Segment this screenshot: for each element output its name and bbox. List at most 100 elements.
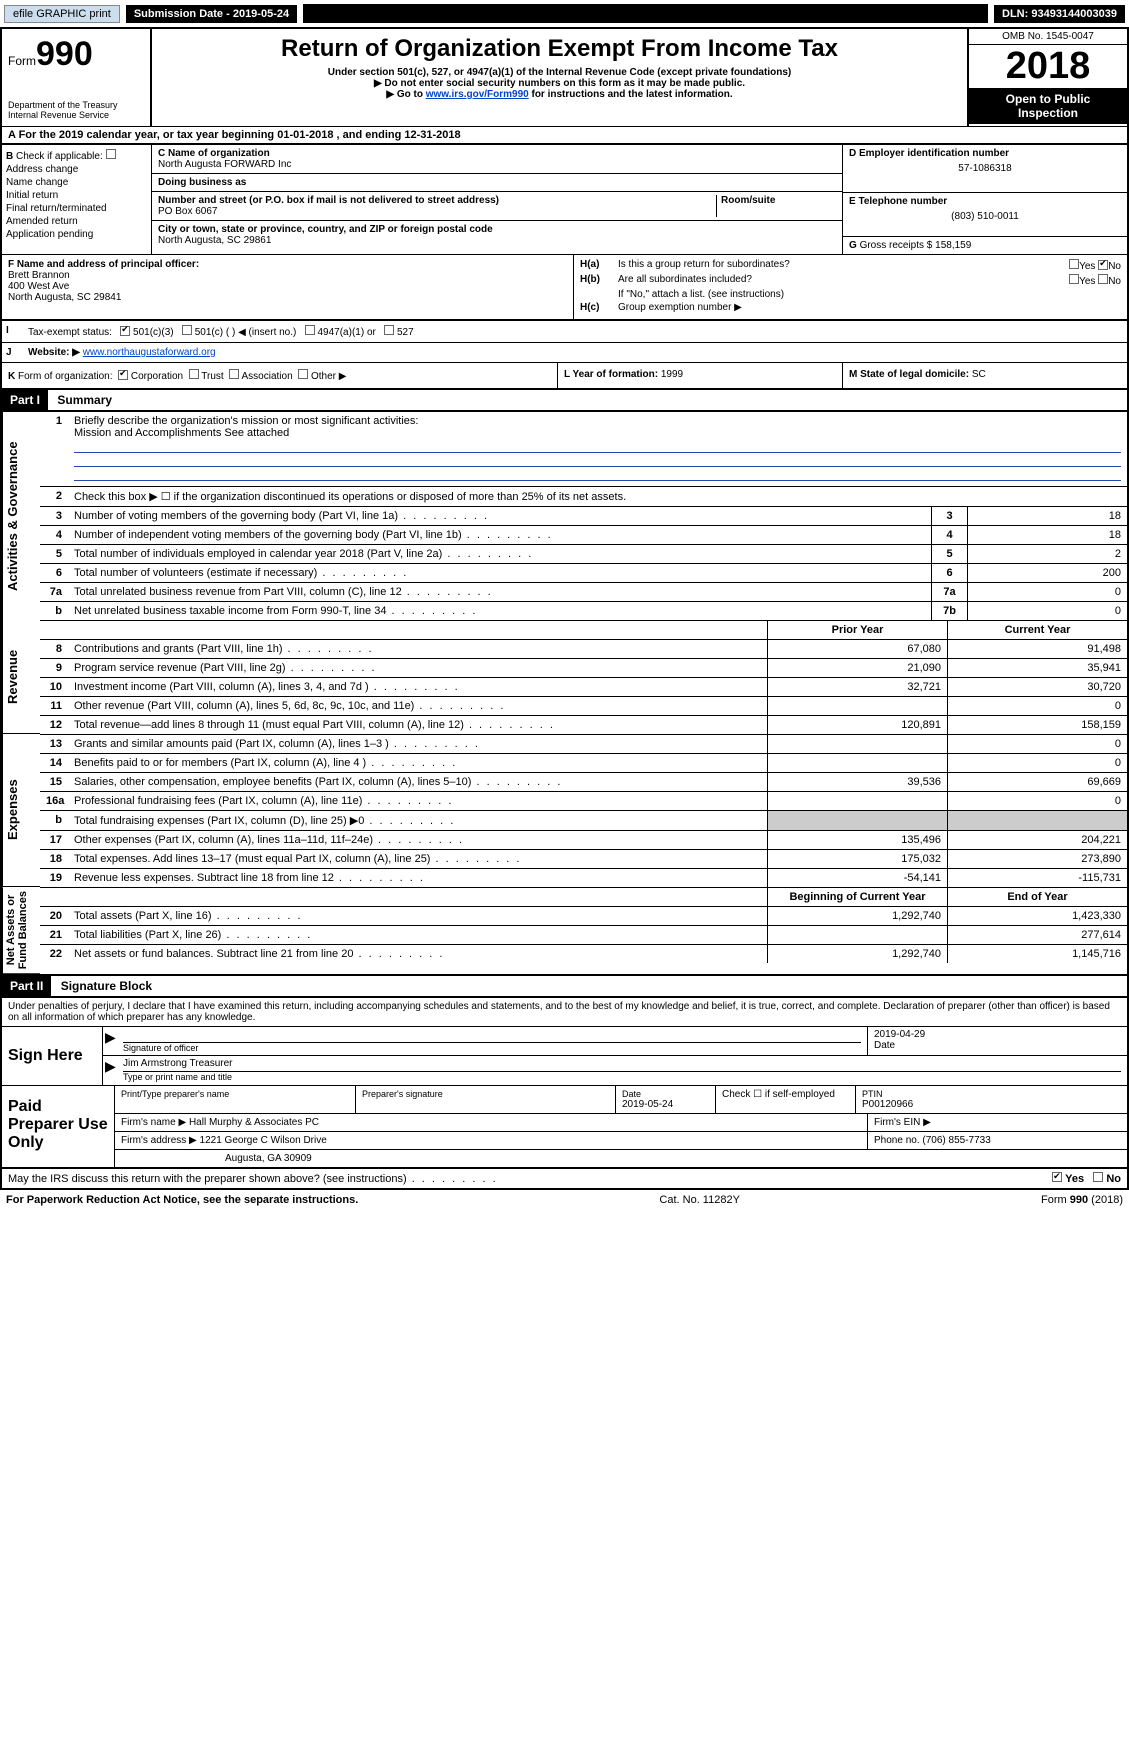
i-text: Tax-exempt status: [28, 327, 112, 338]
prep-selfemp-cell: Check ☐ if self-employed [715, 1086, 855, 1113]
website-link[interactable]: www.northaugustaforward.org [83, 347, 216, 358]
chk-label: Address change [6, 164, 78, 175]
subtitle-3-post: for instructions and the latest informat… [529, 89, 733, 100]
irs-link[interactable]: www.irs.gov/Form990 [426, 89, 529, 100]
g-label: G [849, 240, 857, 251]
revenue-rows: Prior Year Current Year 8Contributions a… [40, 620, 1127, 734]
vlabel-revenue: Revenue [2, 620, 40, 734]
checkbox-icon[interactable] [384, 325, 394, 335]
h-b-text: Are all subordinates included? [618, 274, 752, 285]
summary-table: Activities & Governance 1 Briefly descri… [0, 412, 1129, 976]
vlabel-expenses: Expenses [2, 734, 40, 887]
row-text: Briefly describe the organization's miss… [68, 412, 1127, 486]
sig-officer-line[interactable] [123, 1029, 861, 1043]
opt-trust: Trust [201, 371, 223, 382]
row-text: Benefits paid to or for members (Part IX… [68, 754, 767, 772]
firm-name-label: Firm's name ▶ [121, 1117, 186, 1128]
subtitle-2: ▶ Do not enter social security numbers o… [162, 78, 957, 89]
checkbox-icon[interactable] [1069, 259, 1079, 269]
row-text: Total number of individuals employed in … [68, 545, 931, 563]
chk-label: Initial return [6, 190, 58, 201]
checkbox-icon[interactable] [1069, 274, 1079, 284]
department-label: Department of the Treasury Internal Reve… [8, 100, 144, 120]
h-b-label: H(b) [580, 274, 612, 285]
twocol-row: 13Grants and similar amounts paid (Part … [40, 734, 1127, 753]
prior-year-value [767, 926, 947, 944]
f-name: Brett Brannon [8, 270, 567, 281]
checkbox-icon[interactable] [229, 369, 239, 379]
sig-name-title-label: Type or print name and title [123, 1072, 1121, 1082]
street-value: PO Box 6067 [158, 206, 716, 217]
row-num: 5 [40, 545, 68, 563]
h-a-label: H(a) [580, 259, 612, 270]
checkbox-icon[interactable] [189, 369, 199, 379]
ptin-label: PTIN [862, 1089, 1121, 1099]
checkbox-icon[interactable] [106, 149, 116, 159]
penalty-statement: Under penalties of perjury, I declare th… [2, 998, 1127, 1026]
col-b-checkboxes: B Check if applicable: Address change Na… [2, 145, 152, 254]
row-num: 10 [40, 678, 68, 696]
row-num: 14 [40, 754, 68, 772]
sumrow: 5Total number of individuals employed in… [40, 544, 1127, 563]
checkbox-checked-icon[interactable] [118, 370, 128, 380]
dba-label: Doing business as [158, 177, 836, 188]
part-2-header: Part II Signature Block [0, 976, 1129, 998]
g-text: Gross receipts $ [860, 240, 933, 251]
row-value: 2 [967, 545, 1127, 563]
sign-here-fields: ▶ Signature of officer 2019-04-29 Date ▶… [102, 1026, 1127, 1085]
efile-graphic-print-button[interactable]: efile GRAPHIC print [4, 5, 120, 23]
checkbox-icon[interactable] [1098, 274, 1108, 284]
current-year-value: 91,498 [947, 640, 1127, 658]
row-a-calendar-year: A For the 2019 calendar year, or tax yea… [0, 126, 1129, 143]
title-cell: Return of Organization Exempt From Incom… [152, 29, 967, 126]
twocol-row: 22Net assets or fund balances. Subtract … [40, 944, 1127, 963]
checkbox-checked-icon[interactable] [1098, 260, 1108, 270]
checkbox-checked-icon[interactable] [1052, 1172, 1062, 1182]
h-b-yesno: Yes No [1069, 274, 1121, 287]
row-num: 2 [40, 487, 68, 506]
paid-preparer-label: Paid Preparer Use Only [2, 1086, 114, 1167]
checkbox-icon[interactable] [298, 369, 308, 379]
prior-year-value [767, 792, 947, 810]
current-year-value: 1,145,716 [947, 945, 1127, 963]
checkbox-icon[interactable] [182, 325, 192, 335]
row-a-begin: 01-01-2018 [277, 129, 333, 141]
row-num: 16a [40, 792, 68, 810]
chk-label: Final return/terminated [6, 203, 107, 214]
k-text: Form of organization: [18, 371, 113, 382]
checkbox-icon[interactable] [1093, 1172, 1103, 1182]
checkbox-icon[interactable] [305, 325, 315, 335]
current-year-value: 69,669 [947, 773, 1127, 791]
prep-sig-cell: Preparer's signature [355, 1086, 615, 1113]
checkbox-checked-icon[interactable] [120, 326, 130, 336]
ein-value: 57-1086318 [849, 163, 1121, 174]
sig-name-title-value: Jim Armstrong Treasurer [123, 1058, 1121, 1072]
current-year-value: 0 [947, 754, 1127, 772]
k-cell: K Form of organization: Corporation Trus… [2, 363, 557, 388]
current-year-value: 0 [947, 697, 1127, 715]
prior-year-value: 21,090 [767, 659, 947, 677]
row-num: 7a [40, 583, 68, 601]
row-1-text: Briefly describe the organization's miss… [74, 415, 418, 427]
prior-year-value: -54,141 [767, 869, 947, 887]
part-1-bar: Part I [2, 390, 48, 410]
opt-corp: Corporation [131, 371, 183, 382]
row-k-l: K Form of organization: Corporation Trus… [0, 363, 1129, 390]
current-year-value [947, 811, 1127, 830]
current-year-header: Current Year [947, 621, 1127, 639]
opt-assoc: Association [242, 371, 293, 382]
row-num: 12 [40, 716, 68, 734]
row-num: 1 [40, 412, 68, 486]
row-a-pre: A For the 2019 calendar year, or tax yea… [8, 129, 277, 141]
prep-row-4: Augusta, GA 30909 [115, 1150, 1127, 1167]
row-num: 18 [40, 850, 68, 868]
arrow-icon: ▶ [103, 1027, 117, 1055]
footer-right-post: (2018) [1088, 1194, 1123, 1206]
opt-4947: 4947(a)(1) or [317, 327, 375, 338]
sumrow-2: 2 Check this box ▶ ☐ if the organization… [40, 486, 1127, 506]
row-text: Net unrelated business taxable income fr… [68, 602, 931, 620]
row-value: 18 [967, 526, 1127, 544]
row-ref-num: 6 [931, 564, 967, 582]
m-state-cell: M State of legal domicile: SC [842, 363, 1127, 388]
sig-officer-label: Signature of officer [123, 1043, 861, 1053]
